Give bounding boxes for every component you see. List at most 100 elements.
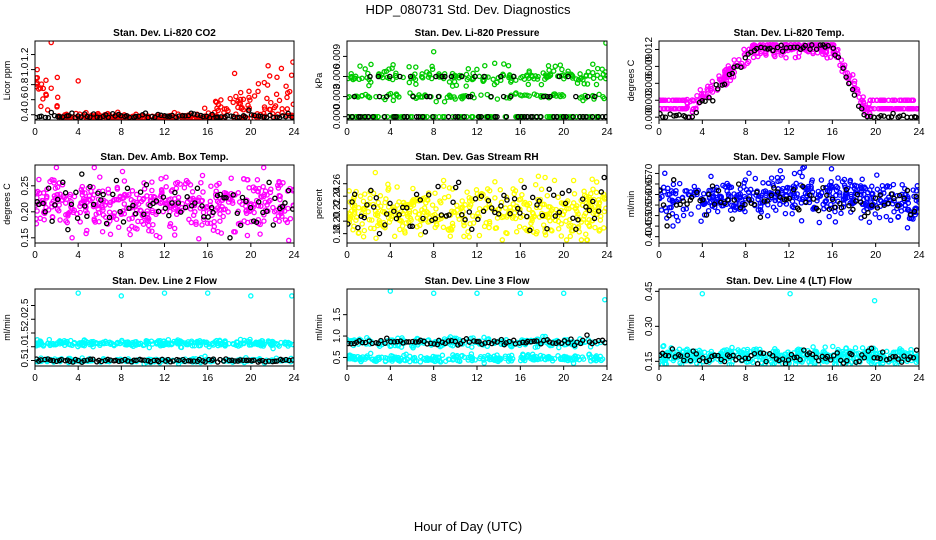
data-point-black <box>507 210 513 217</box>
data-point-black <box>56 113 63 120</box>
data-point-black <box>289 206 294 212</box>
data-point-green <box>396 94 402 100</box>
data-point-black <box>890 353 896 360</box>
panel-title: Stan. Dev. Line 4 (LT) Flow <box>726 276 852 287</box>
data-point-black <box>230 192 236 198</box>
data-point-blue <box>847 177 854 184</box>
x-tick-label: 24 <box>288 250 300 261</box>
data-point-magenta <box>53 165 60 171</box>
data-point-black <box>383 211 390 217</box>
data-point-yellow <box>429 202 436 208</box>
y-tick-label: 0.4 <box>20 107 31 121</box>
data-point-cyan <box>178 344 185 351</box>
data-point-cyan <box>189 342 196 349</box>
y-tick-label: 0.5 <box>20 353 31 367</box>
data-point-black <box>167 359 174 365</box>
data-point-magenta <box>261 218 267 224</box>
data-point-green <box>594 72 601 79</box>
data-point-cyan <box>556 344 562 351</box>
data-point-magenta <box>783 55 789 61</box>
data-point-green <box>587 73 593 79</box>
data-point-black <box>874 205 881 211</box>
data-point-blue <box>836 190 843 196</box>
data-point-cyan <box>684 349 690 356</box>
data-point-red <box>240 107 247 113</box>
data-point-black <box>524 213 530 220</box>
data-point-blue <box>708 173 714 180</box>
data-point-black <box>809 351 816 358</box>
data-point-black <box>409 223 416 230</box>
data-point-black <box>706 94 712 101</box>
data-point-red <box>215 107 221 114</box>
data-point-green <box>482 62 488 69</box>
data-point-black <box>762 45 768 51</box>
data-point-magenta <box>51 177 57 183</box>
data-point-blue <box>836 192 843 198</box>
data-point-black <box>736 354 742 361</box>
data-point-outlier <box>545 63 552 69</box>
data-point-black <box>827 357 834 363</box>
data-point-black <box>240 357 246 363</box>
data-point-green <box>429 63 435 70</box>
data-point-yellow <box>586 223 593 230</box>
data-point-magenta <box>189 189 196 195</box>
data-point-black <box>262 359 269 365</box>
data-point-magenta <box>229 198 235 204</box>
data-point-red <box>288 72 294 78</box>
data-point-black <box>500 93 507 100</box>
data-point-black <box>227 235 233 241</box>
data-point-black <box>432 215 439 222</box>
data-point-magenta <box>173 185 180 192</box>
data-point-magenta <box>898 105 904 112</box>
data-point-black <box>439 73 445 80</box>
data-point-magenta <box>96 218 102 225</box>
data-points <box>659 42 919 120</box>
data-point-black <box>443 213 450 219</box>
data-point-blue <box>714 208 721 215</box>
data-point-black <box>520 339 526 346</box>
data-point-black <box>586 207 593 214</box>
data-point-black <box>351 93 358 100</box>
data-point-magenta <box>823 49 830 56</box>
data-point-green <box>465 66 472 72</box>
data-point-yellow <box>373 235 379 241</box>
data-point-black <box>791 44 797 50</box>
data-point-yellow <box>440 177 447 184</box>
data-point-green <box>547 72 554 79</box>
data-point-black <box>536 198 542 204</box>
data-point-red <box>48 85 54 91</box>
data-point-blue <box>760 180 766 186</box>
data-point-magenta <box>84 210 90 216</box>
x-tick-label: 16 <box>202 373 214 384</box>
x-tick-label: 4 <box>700 250 706 261</box>
data-point-black <box>579 337 586 344</box>
data-point-black <box>838 204 845 211</box>
data-point-magenta <box>285 237 292 243</box>
data-point-black <box>598 189 605 195</box>
data-point-black <box>210 356 217 362</box>
y-tick-label: 2.5 <box>20 298 31 312</box>
data-point-cyan <box>437 359 444 365</box>
y-tick-label: 0.26 <box>332 174 343 194</box>
data-point-black <box>270 222 277 228</box>
data-point-yellow <box>456 216 462 222</box>
data-point-black <box>757 350 764 356</box>
data-point-yellow <box>362 191 368 197</box>
data-point-green <box>390 62 396 68</box>
data-point-magenta <box>763 52 769 58</box>
data-point-magenta <box>207 198 214 205</box>
data-point-black <box>62 190 69 196</box>
data-point-outlier <box>265 63 271 69</box>
data-point-black <box>877 192 883 198</box>
data-point-black <box>283 356 289 363</box>
data-point-green <box>357 63 363 69</box>
data-point-black <box>871 355 877 361</box>
data-point-magenta <box>82 190 88 196</box>
data-point-magenta <box>99 228 106 235</box>
data-point-black <box>546 186 552 192</box>
data-point-black <box>529 194 536 201</box>
data-point-green <box>453 82 460 89</box>
data-point-black <box>289 357 294 363</box>
